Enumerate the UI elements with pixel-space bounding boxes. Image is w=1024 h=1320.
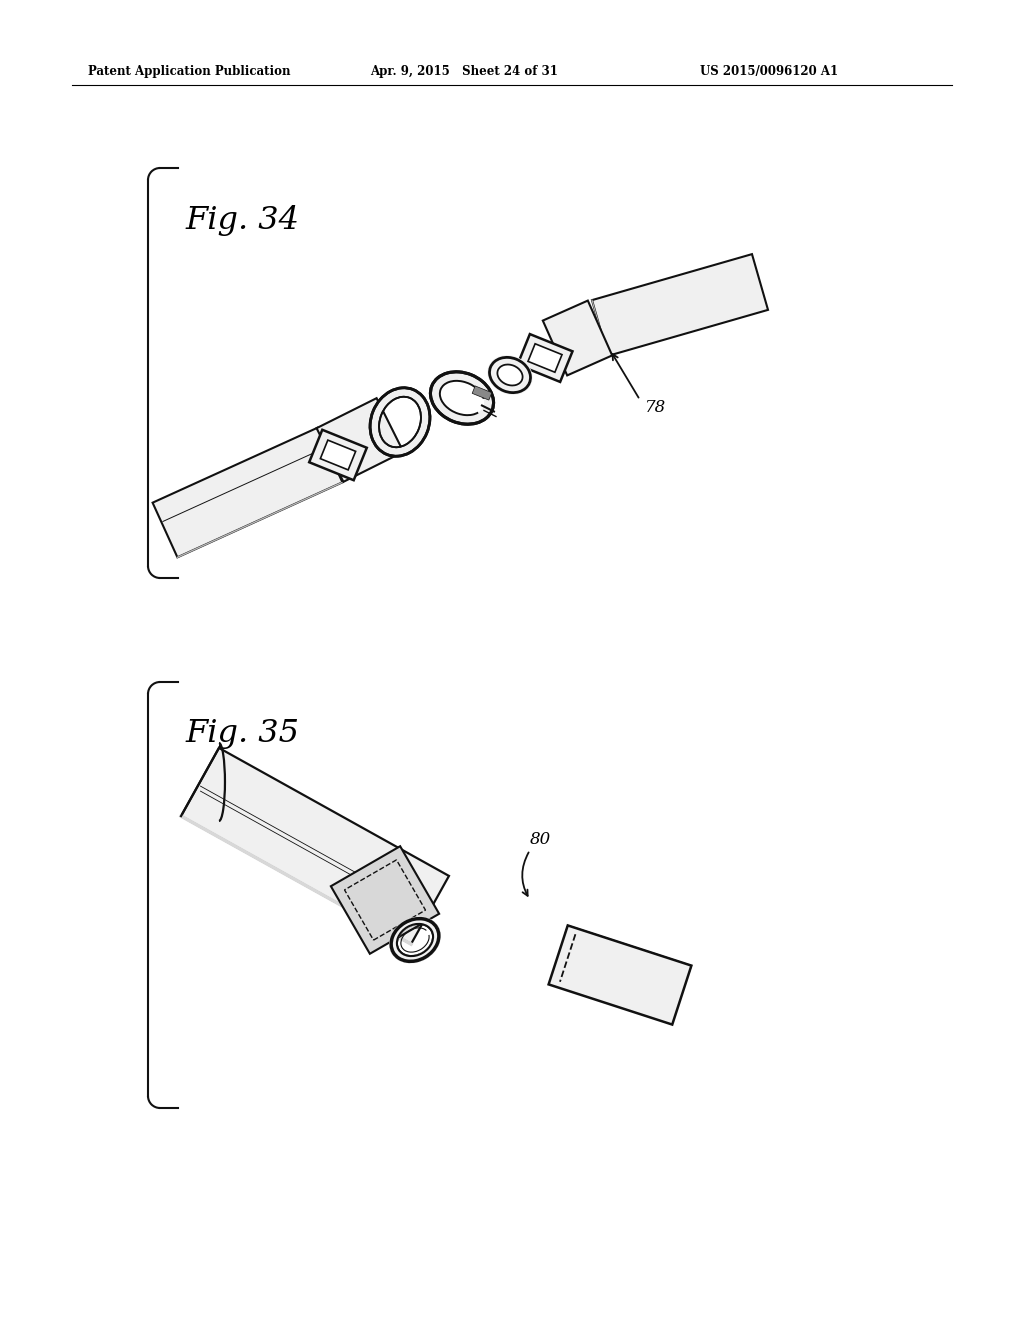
Text: Patent Application Publication: Patent Application Publication [88,66,291,78]
Polygon shape [153,428,342,557]
Text: Apr. 9, 2015   Sheet 24 of 31: Apr. 9, 2015 Sheet 24 of 31 [370,66,558,78]
Polygon shape [309,430,367,480]
Polygon shape [549,925,691,1024]
Polygon shape [321,440,355,470]
Polygon shape [517,334,572,381]
Polygon shape [181,748,449,944]
Text: US 2015/0096120 A1: US 2015/0096120 A1 [700,66,838,78]
Polygon shape [543,301,612,375]
Polygon shape [528,343,562,372]
Polygon shape [331,846,439,954]
Text: Fig. 34: Fig. 34 [185,205,299,236]
Text: 80: 80 [530,832,551,849]
Polygon shape [592,255,768,356]
Text: 78: 78 [645,400,667,417]
Polygon shape [316,399,403,482]
Polygon shape [565,925,691,973]
Polygon shape [472,385,492,400]
Text: Fig. 35: Fig. 35 [185,718,299,748]
